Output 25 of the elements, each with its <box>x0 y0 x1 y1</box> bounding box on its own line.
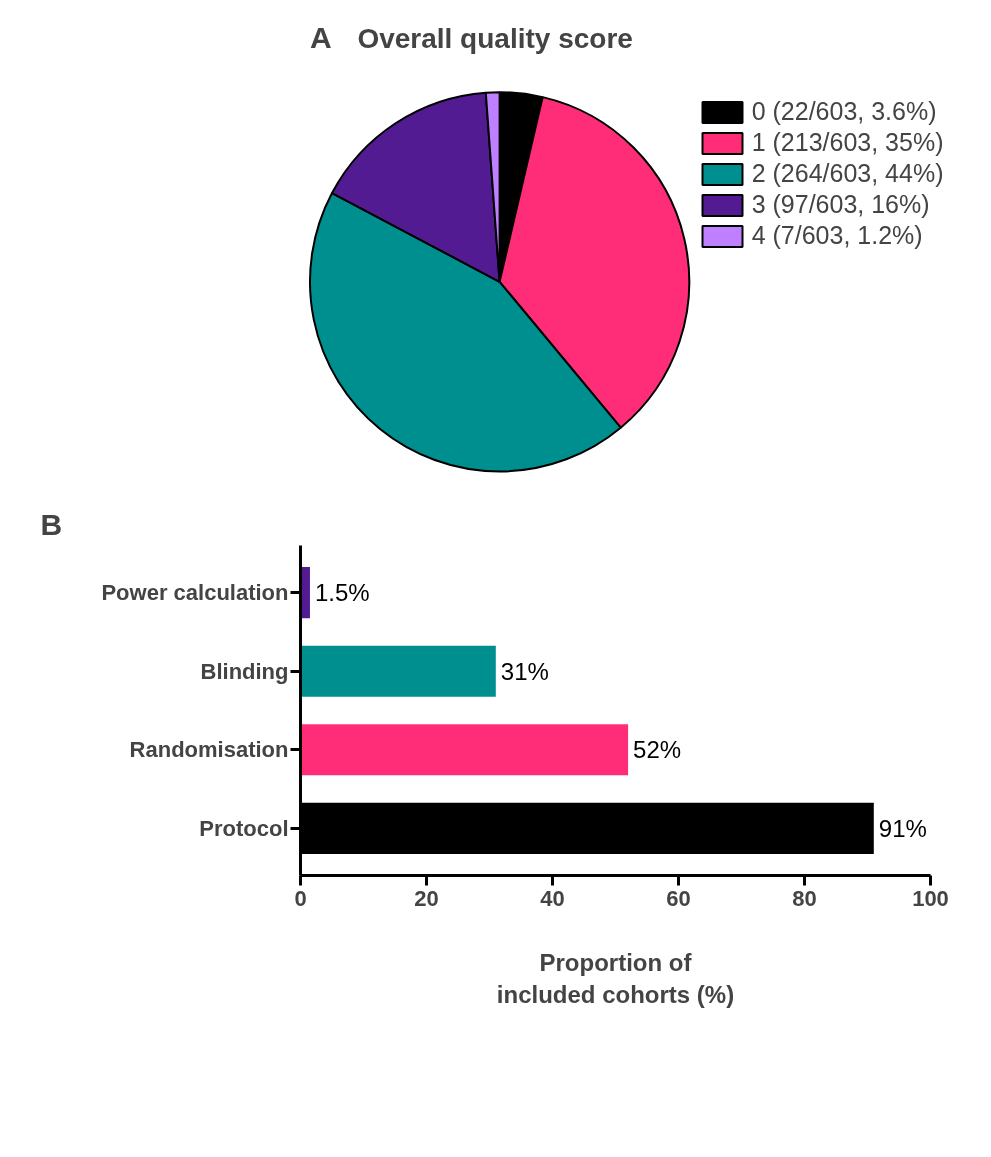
data-label: 91% <box>878 814 927 842</box>
legend-label: 2 (264/603, 44%) <box>751 159 944 188</box>
data-label: 52% <box>633 736 682 764</box>
x-tick-label: 40 <box>540 885 565 911</box>
y-tick-label: Randomisation <box>129 737 289 763</box>
legend-label: 3 (97/603, 16%) <box>751 190 930 219</box>
x-tick-label: 0 <box>294 885 307 911</box>
x-tick-label: 20 <box>414 885 439 911</box>
x-tick-label: 80 <box>792 885 817 911</box>
x-axis-title: Proportion of included cohorts (%) <box>496 948 735 1008</box>
text: A <box>309 21 332 55</box>
y-tick-label: Blinding <box>200 658 289 684</box>
chart-title: Overall quality score <box>357 23 633 55</box>
legend-label: 1 (213/603, 35%) <box>751 128 944 157</box>
x-tick-label: 100 <box>912 885 949 911</box>
data-label: 31% <box>500 657 549 685</box>
data-label: 1.5% <box>314 579 370 607</box>
bar <box>300 724 629 776</box>
text: B <box>40 507 63 541</box>
x-tick-label: 60 <box>666 885 691 911</box>
bar <box>300 645 496 697</box>
y-tick-label: Protocol <box>199 815 289 841</box>
y-tick-label: Power calculation <box>101 580 289 606</box>
legend-label: 0 (22/603, 3.6%) <box>751 97 937 126</box>
legend-label: 4 (7/603, 1.2%) <box>751 221 923 250</box>
